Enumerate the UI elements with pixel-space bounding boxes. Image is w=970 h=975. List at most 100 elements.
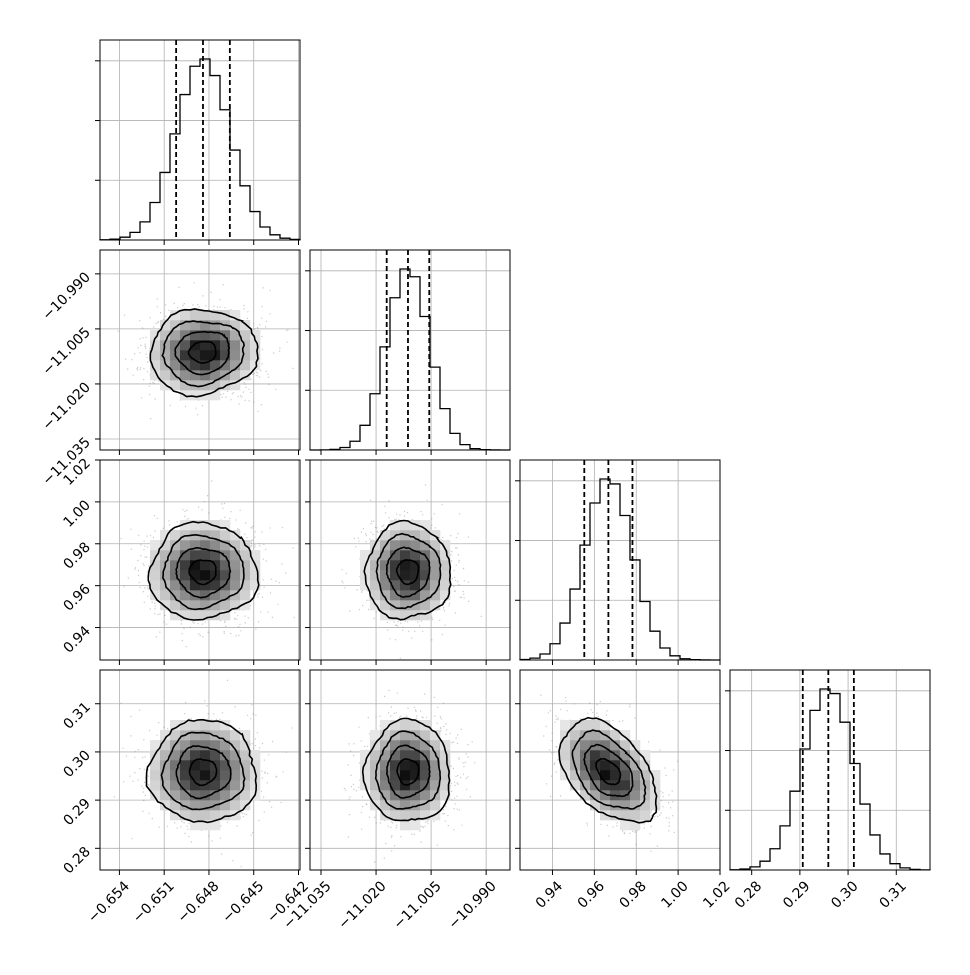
density-cell — [360, 550, 371, 561]
density-cell — [410, 580, 421, 591]
axes-frame — [729, 669, 931, 871]
density-cell — [160, 740, 171, 751]
density-cell — [230, 540, 241, 551]
density-cell — [420, 810, 431, 821]
density-cell — [220, 760, 231, 771]
density-cell — [380, 790, 391, 801]
density-cell — [560, 740, 571, 751]
histogram-series-4 — [729, 688, 931, 871]
y-tick-label: −11.005 — [40, 324, 94, 378]
density-cell — [170, 540, 181, 551]
density-cell — [230, 360, 241, 371]
density-cell — [220, 730, 231, 741]
density-cell — [160, 530, 171, 541]
density-cell — [390, 770, 401, 781]
density-cell — [220, 540, 231, 551]
density-cell — [170, 550, 181, 561]
density-cell — [630, 800, 641, 811]
y-tick-label: 0.96 — [60, 581, 93, 614]
density-cell — [440, 540, 451, 551]
density-cell — [200, 360, 211, 371]
density-cell — [630, 790, 641, 801]
density-cell — [220, 780, 231, 791]
density-cell — [410, 570, 421, 581]
density-cell — [220, 600, 231, 611]
density-cell — [380, 780, 391, 791]
density-cell — [160, 790, 171, 801]
density-cell — [620, 820, 631, 831]
contour-1 — [396, 757, 420, 787]
density-cell — [190, 780, 201, 791]
density-cell — [210, 810, 221, 821]
density-cell — [190, 310, 201, 321]
contour-3 — [571, 729, 647, 810]
density-cell — [150, 780, 161, 791]
density-cell — [210, 750, 221, 761]
density-cell — [150, 590, 161, 601]
density-cell — [210, 310, 221, 321]
density-cell — [630, 780, 641, 791]
density-cell — [240, 770, 251, 781]
density-cell — [210, 320, 221, 331]
density-cell — [230, 760, 241, 771]
density-cell — [190, 540, 201, 551]
density-cell — [440, 750, 451, 761]
density-cell — [190, 730, 201, 741]
density-cell — [200, 750, 211, 761]
density-cell — [190, 610, 201, 621]
x-tick-label: −0.648 — [175, 878, 223, 926]
density-cell — [360, 770, 371, 781]
density-cell — [170, 800, 181, 811]
density-cell — [370, 760, 381, 771]
density-cell — [190, 570, 201, 581]
density-cell — [440, 580, 451, 591]
scatter-panel-3-2 — [305, 459, 511, 665]
axes-frame — [99, 39, 301, 241]
density-cell — [190, 770, 201, 781]
density-cell — [170, 310, 181, 321]
density-cell — [150, 370, 161, 381]
density-cell — [380, 550, 391, 561]
density-cell — [190, 800, 201, 811]
density-cell — [190, 590, 201, 601]
density-cell — [240, 600, 251, 611]
scatter-area — [341, 484, 482, 659]
density-cell — [210, 600, 221, 611]
density-cell — [600, 780, 611, 791]
density-cell — [650, 790, 661, 801]
density-cell — [190, 760, 201, 771]
density-cell — [220, 740, 231, 751]
scatter-area — [117, 282, 294, 420]
density-cell — [220, 340, 231, 351]
density-cell — [430, 530, 441, 541]
density-cell — [210, 790, 221, 801]
density-cell — [170, 750, 181, 761]
density-cell — [590, 720, 601, 731]
density-cell — [200, 740, 211, 751]
density-cell — [360, 580, 371, 591]
density-cell — [180, 340, 191, 351]
contour-3 — [160, 731, 246, 811]
density-cell — [170, 580, 181, 591]
density-cell — [420, 780, 431, 791]
x-tick-label: 0.28 — [732, 878, 765, 911]
density-cell — [250, 550, 261, 561]
density-cell — [160, 780, 171, 791]
x-tick-label: 0.96 — [575, 878, 608, 911]
contour-2 — [385, 744, 431, 799]
density-cell — [210, 380, 221, 391]
density-cell — [400, 520, 411, 531]
density-cell — [250, 580, 261, 591]
histogram-panel-4 — [725, 669, 931, 875]
density-cell — [390, 810, 401, 821]
density-cell — [150, 560, 161, 571]
contour-4 — [361, 717, 451, 822]
density-cell — [390, 800, 401, 811]
contour-1 — [395, 558, 420, 586]
density-cell — [230, 740, 241, 751]
density-cell — [380, 530, 391, 541]
density-cell — [410, 540, 421, 551]
density-cell — [180, 790, 191, 801]
y-tick-label: −10.990 — [40, 269, 94, 323]
density-cell — [190, 580, 201, 591]
